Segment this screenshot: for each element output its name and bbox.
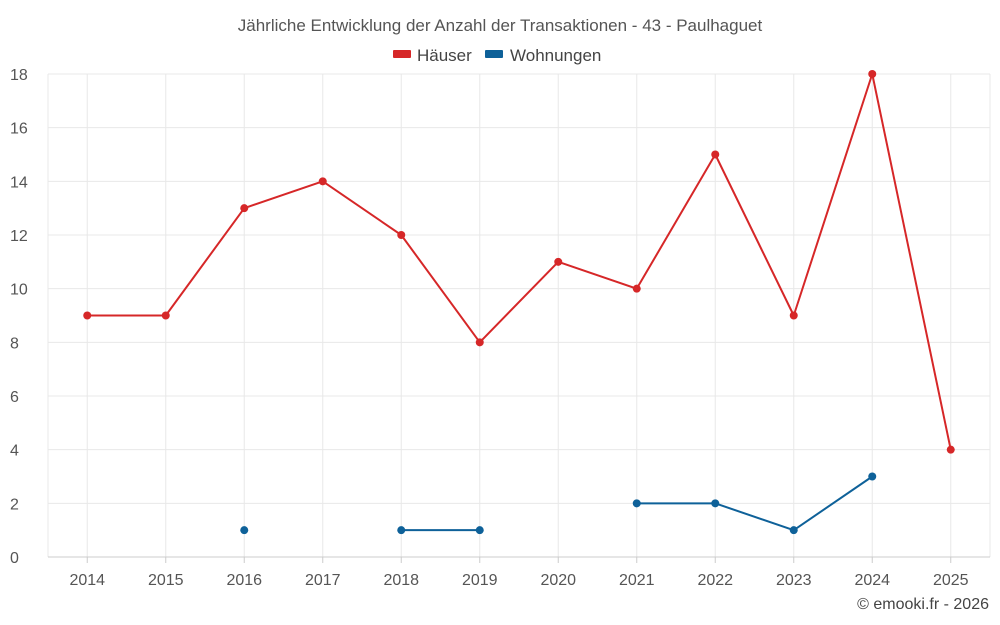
- data-point[interactable]: [161, 311, 170, 320]
- credit-text: © emooki.fr - 2026: [857, 596, 989, 613]
- x-tick-label: 2015: [148, 572, 184, 589]
- grid: [47, 73, 991, 557]
- data-point[interactable]: [711, 150, 720, 159]
- y-tick-label: 14: [10, 174, 28, 191]
- data-point[interactable]: [475, 526, 484, 535]
- x-tick-label: 2023: [776, 572, 812, 589]
- data-point[interactable]: [397, 526, 406, 535]
- legend-label-haeuser: Häuser: [417, 46, 472, 65]
- data-point[interactable]: [946, 445, 955, 454]
- x-tick-label: 2022: [697, 572, 733, 589]
- x-tick-label: 2024: [854, 572, 890, 589]
- x-tick-label: 2025: [933, 572, 969, 589]
- legend-item-haeuser[interactable]: Häuser: [393, 46, 472, 65]
- y-tick-label: 16: [10, 121, 28, 138]
- legend-item-wohnungen[interactable]: Wohnungen: [485, 46, 601, 65]
- data-point[interactable]: [240, 526, 249, 535]
- series-0: [83, 70, 955, 454]
- series: [83, 70, 955, 535]
- y-tick-label: 8: [10, 335, 19, 352]
- y-tick-label: 0: [10, 550, 19, 567]
- series-1: [240, 472, 877, 535]
- y-tick-label: 10: [10, 282, 28, 299]
- x-tick-label: 2020: [540, 572, 576, 589]
- y-tick-label: 4: [10, 443, 19, 460]
- series-line-segment: [636, 475, 873, 532]
- y-tick-label: 2: [10, 496, 19, 513]
- x-tick-label: 2017: [305, 572, 341, 589]
- data-point[interactable]: [789, 526, 798, 535]
- data-point[interactable]: [632, 499, 641, 508]
- y-tick-label: 12: [10, 228, 28, 245]
- axes: 0 2 4 6 8 10 12 14 16 18 2014 2015 2016 2017 2018 2019 2…: [10, 67, 990, 589]
- data-point[interactable]: [554, 257, 563, 266]
- series-line-segment: [87, 73, 952, 450]
- chart-title: Jährliche Entwicklung der Anzahl der Tra…: [238, 16, 763, 35]
- x-tick-label: 2016: [226, 572, 262, 589]
- data-point[interactable]: [475, 338, 484, 347]
- data-point[interactable]: [83, 311, 92, 320]
- data-point[interactable]: [318, 177, 327, 186]
- data-point[interactable]: [711, 499, 720, 508]
- data-point[interactable]: [397, 231, 406, 239]
- legend-label-wohnungen: Wohnungen: [510, 46, 601, 65]
- x-tick-label: 2019: [462, 572, 498, 589]
- data-point[interactable]: [789, 311, 798, 320]
- data-point[interactable]: [240, 204, 249, 213]
- x-tick-label: 2018: [383, 572, 419, 589]
- legend[interactable]: Häuser Wohnungen: [393, 46, 601, 65]
- y-tick-label: 18: [10, 67, 28, 84]
- data-point[interactable]: [868, 472, 877, 481]
- data-point[interactable]: [632, 284, 641, 293]
- y-tick-label: 6: [10, 389, 19, 406]
- x-tick-label: 2021: [619, 572, 655, 589]
- data-point[interactable]: [868, 70, 877, 78]
- legend-swatch-haeuser: [393, 50, 411, 58]
- x-tick-label: 2014: [69, 572, 105, 589]
- legend-swatch-wohnungen: [485, 50, 503, 58]
